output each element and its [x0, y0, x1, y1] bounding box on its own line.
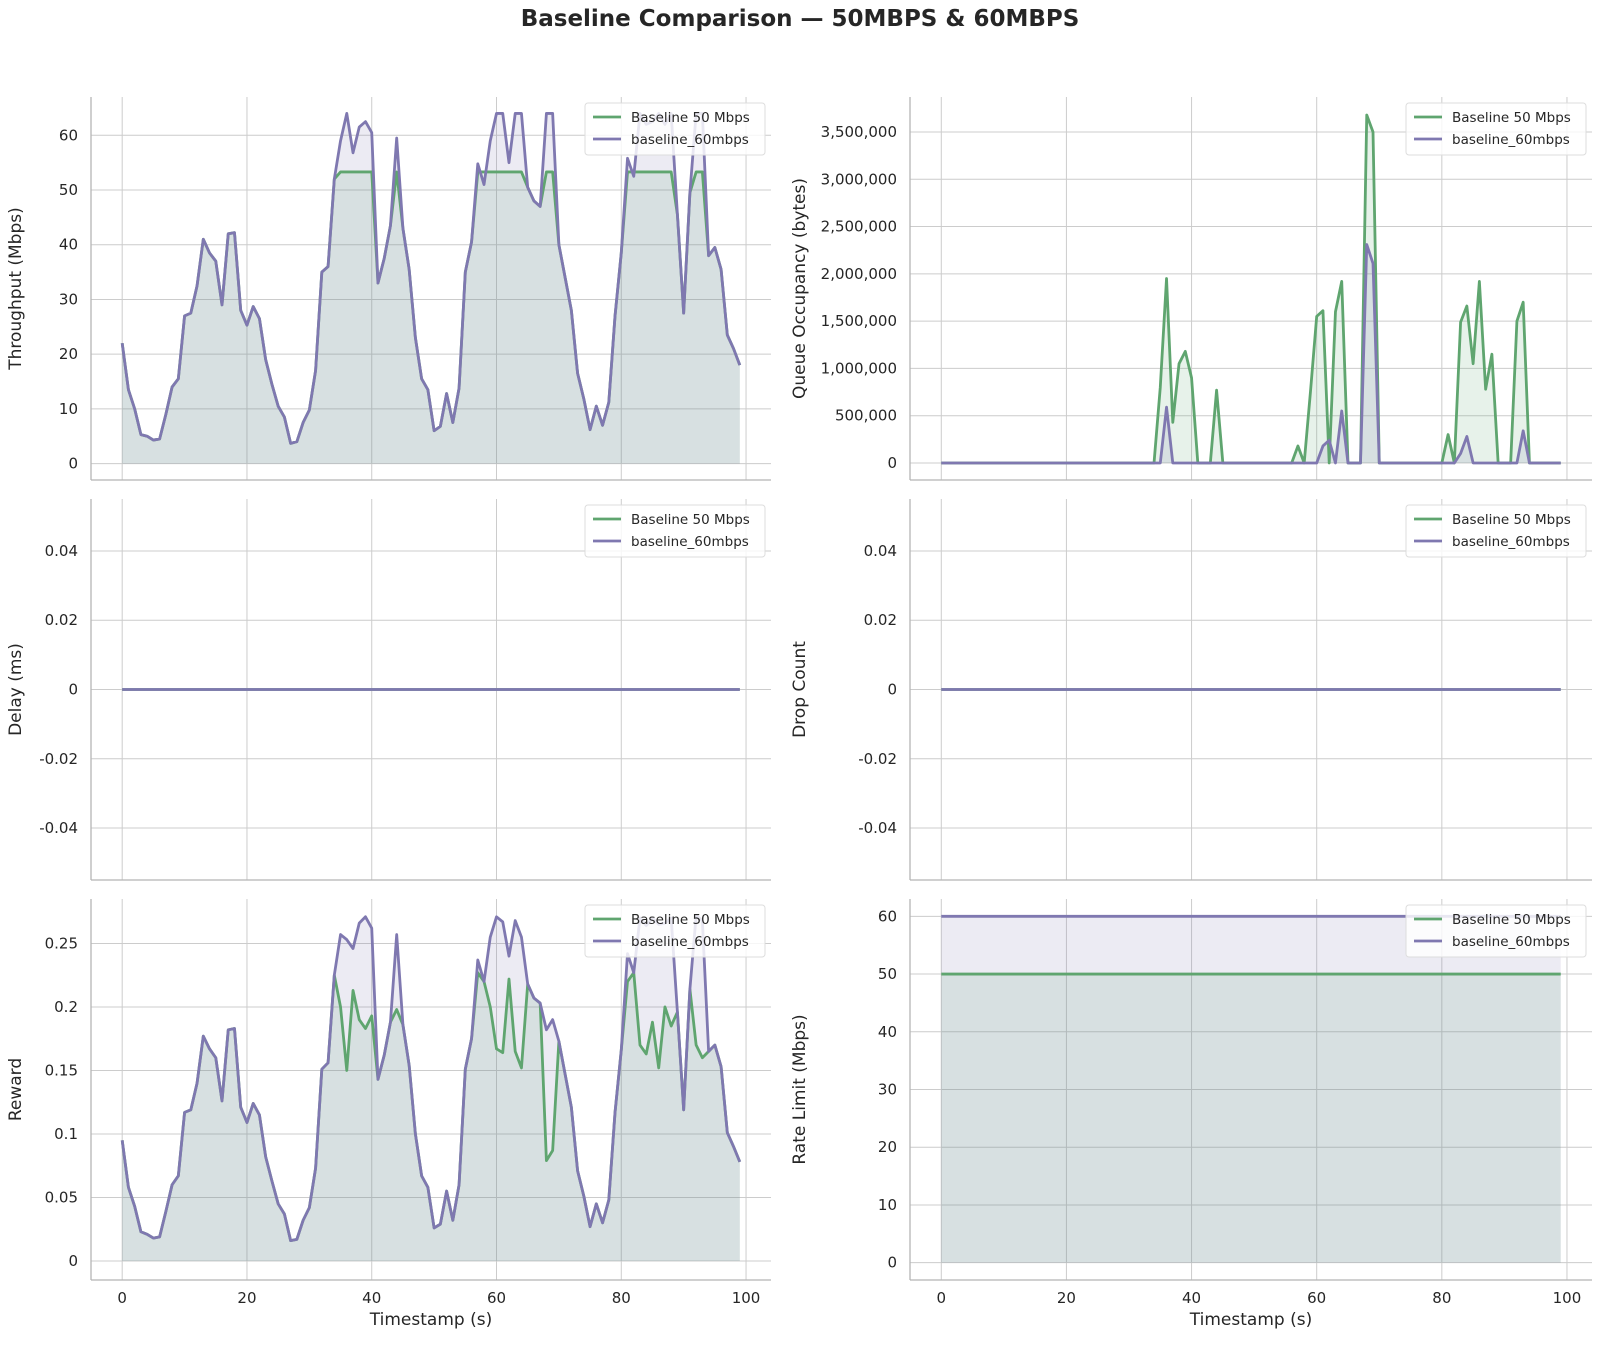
y-tick-label: 40: [878, 1023, 897, 1041]
legend-label: baseline_60mbps: [631, 934, 749, 950]
legend-label: Baseline 50 Mbps: [1452, 912, 1571, 928]
y-tick-label: 3,500,000: [821, 123, 897, 141]
y-axis-label: Delay (ms): [6, 643, 26, 736]
legend-box: [584, 904, 766, 958]
y-axis-label: Reward: [6, 1058, 26, 1121]
y-tick-label: 30: [878, 1081, 897, 1099]
y-tick-label: 0.25: [45, 934, 78, 952]
y-tick-label: 0.04: [864, 542, 897, 560]
x-tick-label: 100: [732, 1289, 761, 1307]
legend-label: Baseline 50 Mbps: [1452, 110, 1571, 126]
y-axis-label: Drop Count: [790, 641, 810, 738]
y-tick-label: -0.04: [39, 819, 78, 837]
y-tick-label: 3,000,000: [821, 170, 897, 188]
y-axis-label: Throughput (Mbps): [6, 207, 26, 371]
y-tick-label: 50: [878, 965, 897, 983]
x-tick-label: 0: [937, 1289, 947, 1307]
y-tick-label: 60: [878, 907, 897, 925]
series-line-1: [941, 243, 1561, 465]
legend-label: baseline_60mbps: [631, 132, 749, 148]
legend-box: [1405, 904, 1587, 958]
y-tick-label: 500,000: [835, 407, 897, 425]
subplot-reward: 0 0.05 0.1 0.15 0.2 0.25 0 20 40 60 80 100 Reward Tim…: [6, 899, 771, 1330]
series-area-0: [941, 114, 1561, 463]
legend-label: Baseline 50 Mbps: [631, 512, 750, 528]
legend-box: [1405, 504, 1587, 558]
subplot-drops: -0.04 -0.02 0 0.02 0.04 Drop Count Baseline 50…: [790, 499, 1592, 881]
y-tick-label: 0.05: [45, 1188, 78, 1206]
x-tick-label: 0: [117, 1289, 127, 1307]
y-tick-label: 0.02: [45, 611, 78, 629]
y-tick-label: 0: [68, 681, 78, 699]
y-tick-label: 1,500,000: [821, 312, 897, 330]
subplot-throughput: 0 10 20 30 40 50 60 Throughput (Mbps) Baseline 5…: [6, 97, 771, 481]
legend-label: baseline_60mbps: [1452, 534, 1570, 550]
legend-label: Baseline 50 Mbps: [631, 912, 750, 928]
series-line-0: [941, 113, 1561, 465]
y-tick-label: 10: [59, 400, 78, 418]
y-tick-label: 10: [878, 1196, 897, 1214]
legend: Baseline 50 Mbps baseline_60mbps: [584, 504, 766, 558]
y-axis-label: Rate Limit (Mbps): [790, 1014, 810, 1164]
x-tick-label: 60: [487, 1289, 506, 1307]
series-area-1: [122, 113, 740, 464]
series-area-0: [941, 974, 1561, 1263]
legend-box: [584, 504, 766, 558]
x-axis-label: Timestamp (s): [369, 1310, 492, 1330]
legend-box: [1405, 102, 1587, 156]
y-tick-label: -0.02: [858, 750, 897, 768]
legend-label: baseline_60mbps: [1452, 934, 1570, 950]
legend-box: [584, 102, 766, 156]
series-area-0: [122, 972, 740, 1261]
legend: Baseline 50 Mbps baseline_60mbps: [1405, 102, 1587, 156]
series-area-1: [941, 916, 1561, 1263]
y-tick-label: 1,000,000: [821, 359, 897, 377]
x-tick-label: 80: [612, 1289, 631, 1307]
x-tick-label: 40: [362, 1289, 381, 1307]
figure-title: Baseline Comparison — 50MBPS & 60MBPS: [520, 6, 1080, 32]
y-tick-label: 20: [59, 345, 78, 363]
y-tick-label: 0: [887, 454, 897, 472]
y-tick-label: 0: [887, 1254, 897, 1272]
x-tick-label: 100: [1553, 1289, 1582, 1307]
y-tick-label: 2,500,000: [821, 218, 897, 236]
legend-label: Baseline 50 Mbps: [1452, 512, 1571, 528]
y-tick-label: 0: [68, 1252, 78, 1270]
y-tick-label: 0.02: [864, 611, 897, 629]
legend: Baseline 50 Mbps baseline_60mbps: [584, 102, 766, 156]
x-axis-label: Timestamp (s): [1189, 1310, 1312, 1330]
y-axis-label: Queue Occupancy (bytes): [790, 178, 810, 399]
x-tick-label: 20: [1057, 1289, 1076, 1307]
x-tick-label: 40: [1182, 1289, 1201, 1307]
x-tick-label: 80: [1432, 1289, 1451, 1307]
subplot-rate: 0 10 20 30 40 50 60 0 20 40 60 80 100 Rate Limit (Mbp…: [790, 899, 1592, 1330]
subplot-queue: 0 500,000 1,000,000 1,500,000 2,000,000 2,500…: [790, 97, 1592, 481]
y-tick-label: 50: [59, 181, 78, 199]
legend-label: baseline_60mbps: [631, 534, 749, 550]
y-tick-label: 30: [59, 290, 78, 308]
legend: Baseline 50 Mbps baseline_60mbps: [1405, 504, 1587, 558]
series-area-1: [122, 915, 740, 1261]
y-tick-label: 2,000,000: [821, 265, 897, 283]
y-tick-label: 0.2: [54, 998, 78, 1016]
y-tick-label: 60: [59, 126, 78, 144]
y-tick-label: -0.02: [39, 750, 78, 768]
x-tick-label: 20: [237, 1289, 256, 1307]
y-tick-label: -0.04: [858, 819, 897, 837]
y-tick-label: 0.1: [54, 1125, 78, 1143]
legend: Baseline 50 Mbps baseline_60mbps: [1405, 904, 1587, 958]
legend-label: Baseline 50 Mbps: [631, 110, 750, 126]
y-tick-label: 0.04: [45, 542, 78, 560]
x-tick-label: 60: [1307, 1289, 1326, 1307]
legend-label: baseline_60mbps: [1452, 132, 1570, 148]
y-tick-label: 0: [887, 681, 897, 699]
legend: Baseline 50 Mbps baseline_60mbps: [584, 904, 766, 958]
y-tick-label: 40: [59, 236, 78, 254]
y-tick-label: 20: [878, 1138, 897, 1156]
subplot-delay: -0.04 -0.02 0 0.02 0.04 Delay (ms) Baseline 50…: [6, 499, 771, 881]
y-tick-label: 0.15: [45, 1061, 78, 1079]
y-tick-label: 0: [68, 455, 78, 473]
